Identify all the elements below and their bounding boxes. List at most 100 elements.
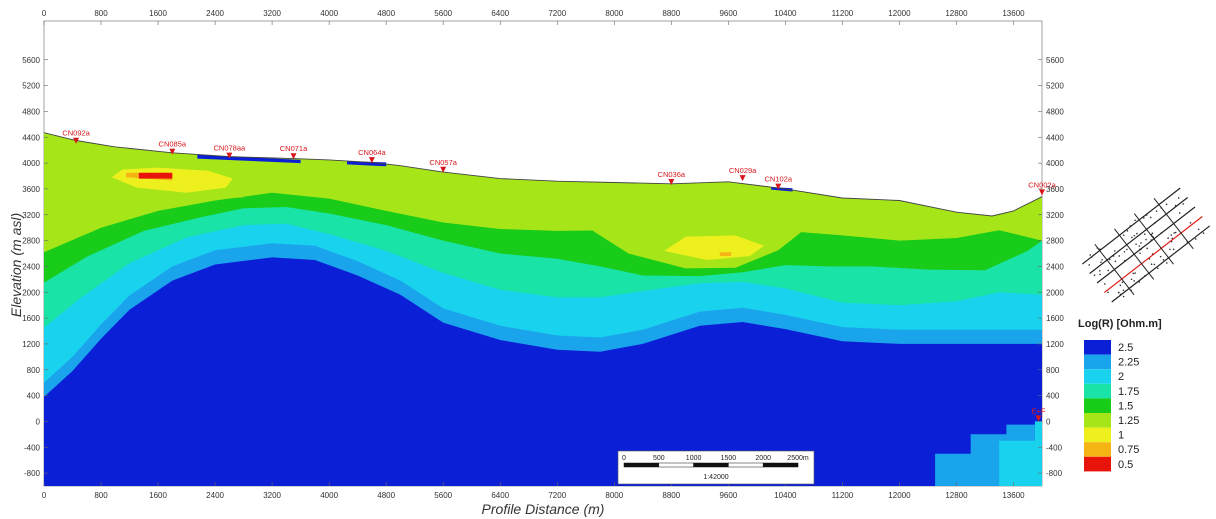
inset-survey-line <box>1089 197 1188 275</box>
inset-point <box>1151 232 1154 234</box>
station-marker <box>739 175 746 182</box>
x-tick-label-top: 12000 <box>888 9 911 18</box>
x-tick-label-bottom: 8000 <box>605 491 623 500</box>
patch-0.5 <box>138 172 173 179</box>
inset-point <box>1202 232 1205 234</box>
y-tick-label-left: 3600 <box>22 185 40 194</box>
station-label: CN036a <box>658 170 686 179</box>
x-tick-label-bottom: 9600 <box>719 491 737 500</box>
y-tick-label-left: 2800 <box>22 237 40 246</box>
inset-point <box>1146 247 1148 250</box>
scale-label: 500 <box>653 455 665 462</box>
inset-survey-line <box>1096 206 1196 284</box>
y-tick-label-right: 2400 <box>1046 262 1064 271</box>
y-tick-label-left: -800 <box>24 469 41 478</box>
x-tick-label-bottom: 11200 <box>832 491 854 500</box>
station-label: CN102a <box>764 175 792 184</box>
colorbar-label: 2 <box>1118 371 1124 383</box>
inset-point <box>1153 263 1156 266</box>
scale-subsegment <box>624 463 633 467</box>
inset-point <box>1099 269 1101 272</box>
location-inset-map <box>1081 187 1211 303</box>
inset-point <box>1122 289 1125 292</box>
x-tick-label-bottom: 4000 <box>320 491 338 500</box>
inset-point <box>1189 222 1192 224</box>
inset-profile-line <box>1104 215 1203 293</box>
x-tick-label-bottom: 1600 <box>149 491 167 500</box>
patch-0.75-b <box>719 252 732 257</box>
y-tick-label-right: -400 <box>1046 443 1063 452</box>
station-label: CN064a <box>358 148 386 157</box>
x-tick-label-bottom: 8800 <box>662 491 680 500</box>
inset-point <box>1165 262 1168 264</box>
inset-point <box>1122 295 1125 298</box>
inset-point <box>1136 232 1138 235</box>
station-marker <box>368 157 375 164</box>
scale-segment <box>658 462 694 468</box>
x-tick-label-bottom: 5600 <box>434 491 452 500</box>
inset-point <box>1157 267 1159 270</box>
y-tick-label-right: -800 <box>1046 469 1063 478</box>
y-tick-label-left: 3200 <box>22 211 40 220</box>
station-marker <box>73 137 80 144</box>
shallow-blue-2 <box>347 161 387 167</box>
station-markers: CN092a CN085a CN078aa CN071a CN064a CN057a CN0… <box>62 129 1057 422</box>
x-tick-label-top: 13600 <box>1002 9 1025 18</box>
inset-point <box>1149 216 1152 219</box>
inset-point <box>1100 261 1102 263</box>
x-tick-label-top: 11200 <box>832 9 854 18</box>
x-tick-label-bottom: 12800 <box>945 491 968 500</box>
x-tick-label-top: 5600 <box>434 9 452 18</box>
y-tick-label-left: 5600 <box>22 56 40 65</box>
inset-point <box>1131 236 1133 239</box>
station-marker <box>226 152 233 159</box>
scale-label: 2500m <box>787 455 809 462</box>
station-marker <box>290 153 297 160</box>
colorbar-label: 1.75 <box>1118 386 1139 398</box>
colorbar-title: Log(R) [Ohm.m] <box>1078 318 1162 330</box>
x-tick-label-top: 4000 <box>320 9 338 18</box>
x-tick-label-top: 3200 <box>263 9 281 18</box>
station-label: E+F <box>1031 406 1045 415</box>
inset-point <box>1173 232 1175 234</box>
inset-survey-line <box>1111 225 1211 303</box>
y-tick-label-left: 800 <box>27 366 41 375</box>
colorbar-label: 1 <box>1118 430 1124 442</box>
inset-point <box>1089 254 1092 256</box>
inset-point <box>1119 284 1122 287</box>
colorbar-swatch <box>1084 456 1111 472</box>
colorbar-swatch <box>1084 340 1111 355</box>
station-marker <box>668 179 675 186</box>
inset-point <box>1103 283 1106 285</box>
x-tick-label-top: 9600 <box>719 9 737 18</box>
scale-segment <box>728 462 764 468</box>
y-tick-label-right: 5200 <box>1046 82 1064 91</box>
y-tick-label-right: 400 <box>1046 392 1060 401</box>
scale-label: 2000 <box>755 455 771 462</box>
x-tick-label-bottom: 2400 <box>206 491 224 500</box>
y-tick-label-right: 4400 <box>1046 133 1064 142</box>
inset-point <box>1169 248 1171 251</box>
station-marker <box>775 183 782 190</box>
inset-point <box>1172 248 1175 251</box>
x-tick-label-top: 12800 <box>945 9 968 18</box>
y-tick-label-right: 800 <box>1046 366 1060 375</box>
scale-ratio: 1:42000 <box>703 474 728 481</box>
station-label: CN029a <box>729 166 757 175</box>
inset-point <box>1117 291 1120 294</box>
inset-point <box>1099 273 1101 276</box>
shallow-blue-1 <box>197 154 301 164</box>
inset-point <box>1088 264 1091 266</box>
inset-point <box>1108 258 1111 261</box>
inset-point <box>1126 230 1129 232</box>
y-tick-label-left: 4800 <box>22 107 40 116</box>
band-2.5 <box>44 257 1042 486</box>
patch-mid-1.25 <box>336 170 437 198</box>
y-tick-label-right: 3200 <box>1046 211 1064 220</box>
inset-point <box>1107 291 1109 294</box>
inset-point <box>1093 274 1096 276</box>
resistivity-model <box>44 132 1042 486</box>
y-tick-label-left: 0 <box>36 417 41 426</box>
inset-point <box>1113 250 1116 252</box>
inset-point <box>1139 252 1141 254</box>
